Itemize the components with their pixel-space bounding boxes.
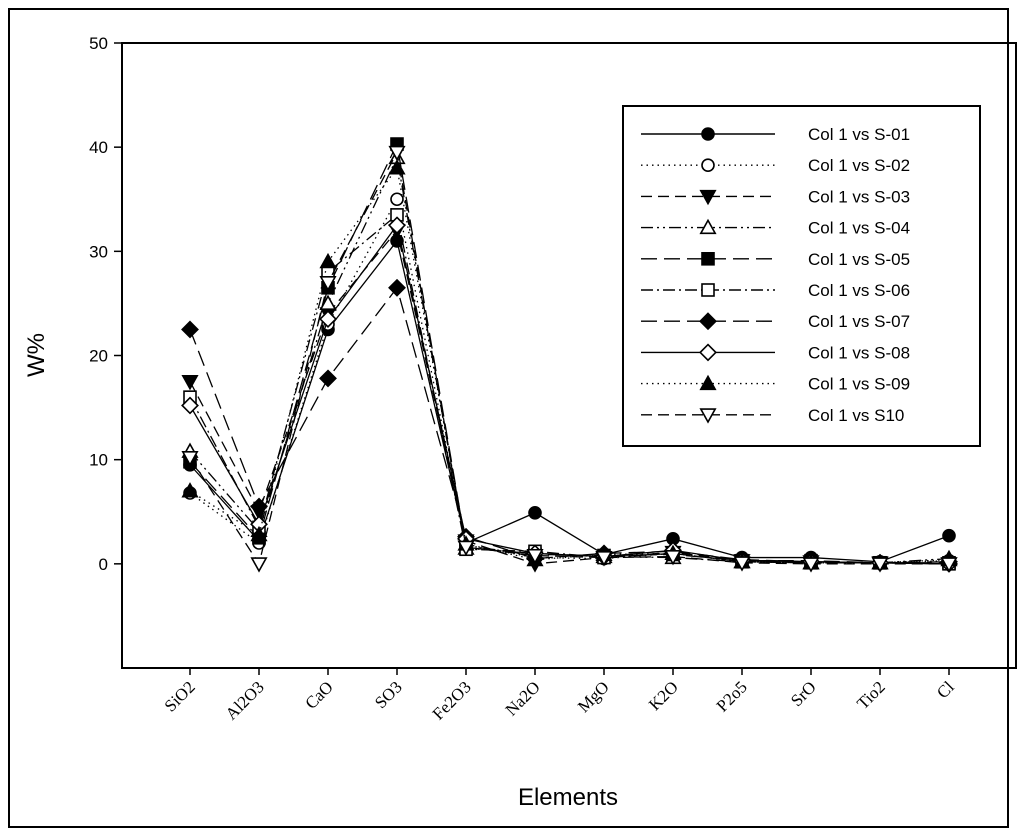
data-point <box>250 525 268 542</box>
data-point <box>528 505 542 520</box>
data-point <box>319 369 337 388</box>
legend-box <box>622 105 981 447</box>
legend-marker <box>699 218 717 235</box>
legend-marker <box>701 283 715 297</box>
legend-marker <box>699 374 717 391</box>
data-point <box>390 192 404 207</box>
x-tick-label: CaO <box>301 677 336 712</box>
y-axis: 0 10 20 30 40 50 <box>89 34 122 574</box>
y-tick-label: 10 <box>89 451 108 470</box>
data-point <box>526 548 544 565</box>
data-point <box>664 549 682 566</box>
legend-item: Col 1 vs S-08 <box>641 343 910 362</box>
data-point <box>733 556 751 572</box>
x-tick-label: P2o5 <box>713 677 751 715</box>
legend-label: Col 1 vs S-09 <box>808 375 910 394</box>
legend-label: Col 1 vs S-02 <box>808 156 910 175</box>
data-point <box>319 276 337 292</box>
data-point <box>388 216 406 235</box>
legend-item: Col 1 vs S-04 <box>641 219 910 238</box>
data-point <box>940 557 958 573</box>
data-point <box>388 145 406 162</box>
data-point <box>181 396 199 415</box>
series-line <box>189 239 950 563</box>
y-tick-label: 30 <box>89 242 108 261</box>
x-axis-title: Elements <box>518 784 618 811</box>
legend-label: Col 1 vs S-01 <box>808 125 910 144</box>
data-point <box>802 557 820 573</box>
x-axis: SiO2 Al2O3 CaO SO3 Fe2O3 Na2O MgO K2O P2o5 SrO Tio… <box>161 668 958 724</box>
y-axis-title: W% <box>23 333 50 377</box>
legend-item: Col 1 vs S-03 <box>641 187 910 206</box>
legend-marker <box>699 343 717 362</box>
data-point <box>181 451 199 467</box>
x-tick-label: Cl <box>933 677 958 702</box>
legend-label: Col 1 vs S-04 <box>808 219 910 238</box>
series-line <box>189 155 950 564</box>
series-10 <box>181 145 958 573</box>
data-point <box>181 374 199 391</box>
data-point <box>457 540 475 557</box>
legend-label: Col 1 vs S-06 <box>808 281 910 300</box>
legend-label: Col 1 vs S-05 <box>808 250 910 269</box>
y-tick-label: 0 <box>99 555 108 574</box>
x-tick-label: MgO <box>574 677 613 716</box>
y-tick-label: 50 <box>89 34 108 53</box>
data-point <box>942 528 956 543</box>
legend-item: Col 1 vs S-02 <box>641 156 910 175</box>
legend-item: Col 1 vs S-09 <box>641 375 910 394</box>
x-tick-label: K2O <box>645 677 682 714</box>
y-tick-label: 20 <box>89 347 108 366</box>
data-point <box>181 320 199 339</box>
legend-marker <box>701 158 715 172</box>
x-tick-label: Al2O3 <box>222 677 268 723</box>
x-tick-label: SrO <box>787 677 820 710</box>
data-point <box>319 252 337 269</box>
legend-item: Col 1 vs S-01 <box>641 125 910 144</box>
x-tick-label: SO3 <box>371 677 406 712</box>
legend-marker <box>699 312 717 331</box>
legend-item: Col 1 vs S-06 <box>641 281 910 300</box>
data-point <box>319 310 337 328</box>
series-layer <box>181 137 958 573</box>
data-point <box>181 482 199 498</box>
data-point <box>595 551 613 567</box>
x-tick-label: Na2O <box>502 677 544 719</box>
data-point <box>250 557 268 573</box>
x-tick-label: SiO2 <box>161 677 199 715</box>
legend-marker <box>699 408 717 424</box>
x-tick-label: Tio2 <box>853 677 889 713</box>
legend-item: Col 1 vs S10 <box>641 406 904 425</box>
x-tick-label: Fe2O3 <box>429 677 475 723</box>
legend-item: Col 1 vs S-07 <box>641 312 910 331</box>
legend-item: Col 1 vs S-05 <box>641 250 910 269</box>
data-point <box>250 497 268 516</box>
legend-marker <box>699 189 717 206</box>
y-tick-label: 40 <box>89 138 108 157</box>
legend-label: Col 1 vs S-07 <box>808 312 910 331</box>
series-line <box>189 223 950 565</box>
series-line <box>189 197 950 564</box>
data-point <box>871 557 889 573</box>
data-point <box>388 278 406 297</box>
legend-label: Col 1 vs S-08 <box>808 343 910 362</box>
legend-label: Col 1 vs S10 <box>808 406 904 425</box>
legend-marker <box>701 252 715 266</box>
legend: Col 1 vs S-01 Col 1 vs S-02 Col 1 vs S-03 C… <box>622 105 981 447</box>
legend-marker <box>701 127 715 141</box>
legend-label: Col 1 vs S-03 <box>808 187 910 206</box>
